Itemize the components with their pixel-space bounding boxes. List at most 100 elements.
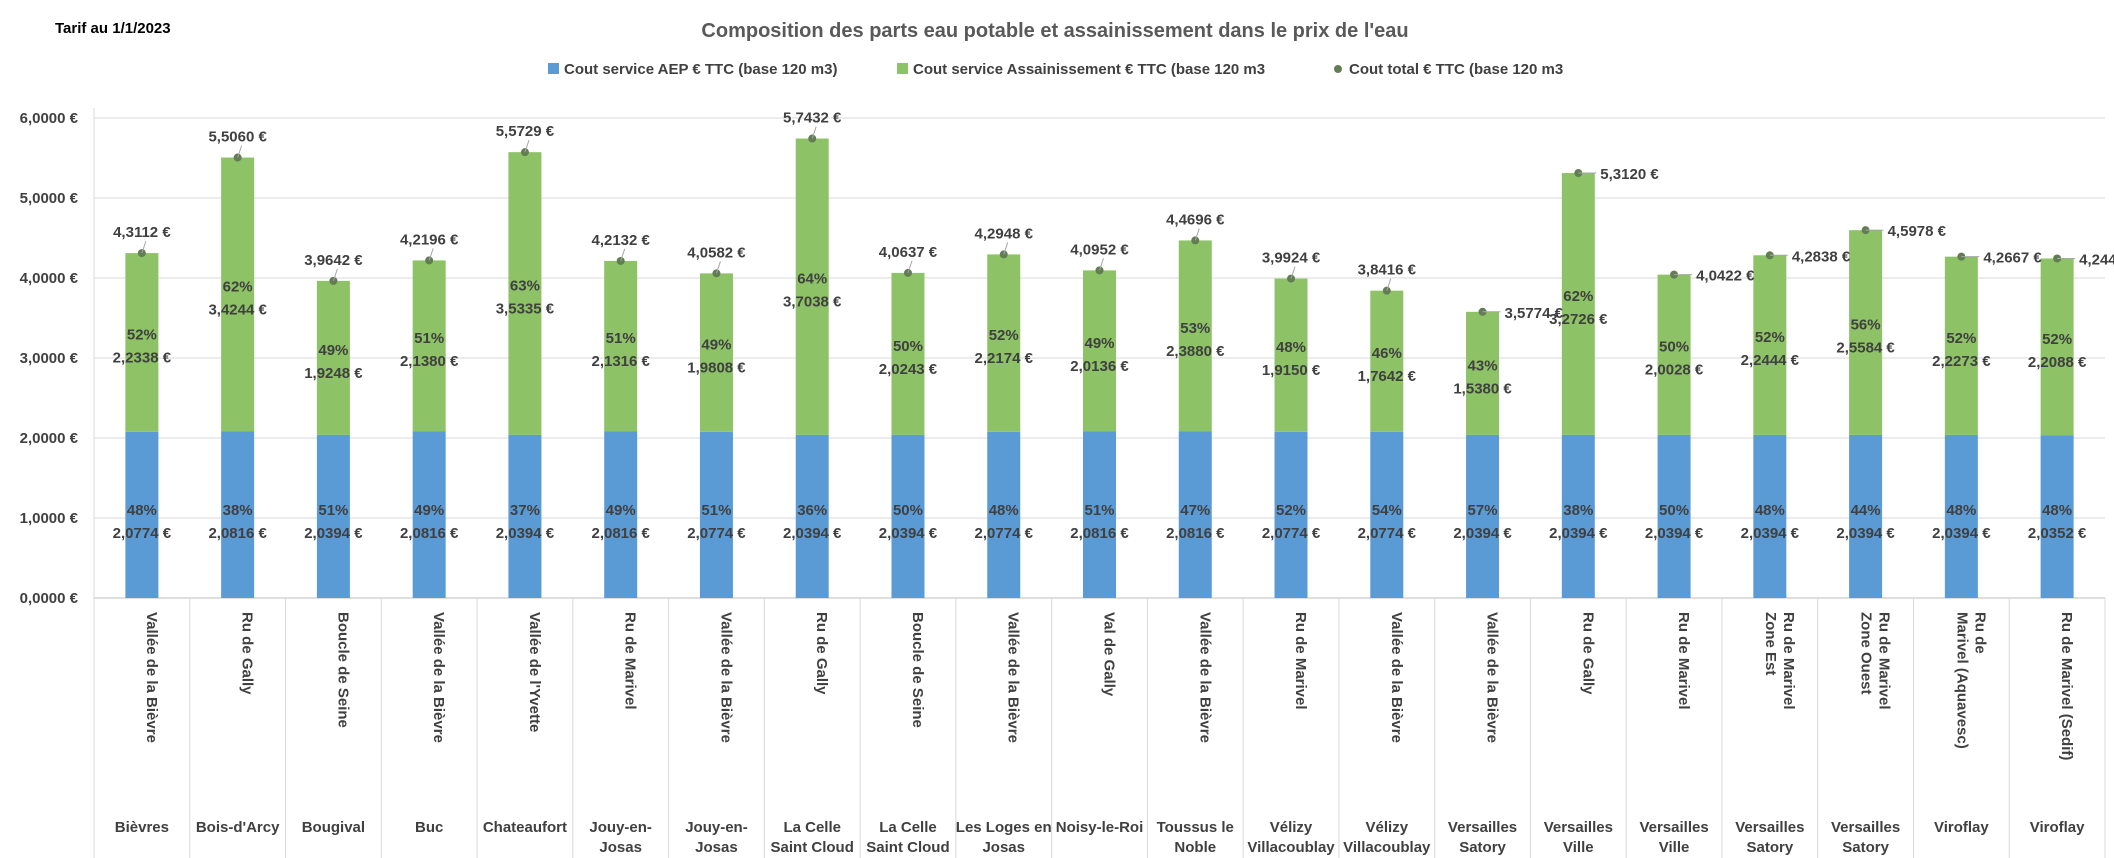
x-commune-label-line: Versailles (1831, 819, 1900, 836)
x-commune-label: Bougival (302, 819, 365, 836)
x-syndicat-label-group: Vallée de la Bièvre (1388, 612, 1405, 743)
aep-percent-label: 50% (893, 502, 923, 519)
x-syndicat-label-group: Vallée de la Bièvre (1196, 612, 1213, 743)
total-leader-line (1386, 278, 1392, 291)
total-value-label: 4,3112 € (113, 224, 171, 241)
total-leader-line (237, 145, 243, 158)
x-syndicat-label-group: Vallée de la Bièvre (143, 612, 160, 743)
assainissement-percent-label: 52% (1946, 330, 1976, 347)
x-syndicat-label: Ru de MarivelZone Ouest (1858, 612, 1893, 710)
total-value-label: 4,4696 € (1166, 211, 1225, 228)
legend-marker-total (1334, 65, 1342, 73)
bar-aep (1944, 434, 1978, 598)
bar-assainissement (2040, 258, 2074, 436)
aep-percent-label: 38% (223, 502, 253, 519)
aep-value-label: 2,0394 € (1836, 525, 1895, 542)
total-leader-line (620, 248, 626, 262)
aep-percent-label: 51% (318, 502, 348, 519)
assainissement-value-label: 2,2174 € (975, 350, 1034, 367)
x-syndicat-label-group: Ru deMarivel (Aquavesc) (1953, 612, 1988, 749)
bar-aep (412, 431, 446, 598)
total-value-label: 4,2838 € (1792, 248, 1851, 265)
x-commune-label: Versailles Ville (1639, 819, 1708, 856)
x-commune-label-line: Saint Cloud (866, 839, 949, 856)
legend-swatch-1 (548, 63, 559, 74)
aep-value-label: 2,0816 € (591, 525, 650, 542)
total-value-label: 4,2667 € (1983, 250, 2042, 267)
x-syndicat-label-group: Boucle de Seine (334, 612, 351, 728)
bar-aep (1849, 434, 1883, 598)
x-commune-label: Bièvres (115, 819, 169, 836)
x-commune-label: Versailles Ville (1544, 819, 1613, 856)
x-commune-label: Vélizy Villacoublay (1343, 819, 1431, 856)
y-tick-label: 3,0000 € (20, 350, 79, 367)
x-syndicat-label: Vallée de la Bièvre (1005, 612, 1022, 743)
x-commune-label: Jouy-en- Josas (685, 819, 748, 856)
bar-assainissement (987, 254, 1021, 432)
total-value-label: 4,0582 € (687, 244, 746, 261)
total-value-label: 4,0637 € (879, 244, 938, 261)
assainissement-value-label: 3,5335 € (496, 301, 555, 318)
bar-assainissement (508, 152, 542, 435)
x-syndicat-label: Ru de Gally (1579, 612, 1596, 695)
x-syndicat-label-group: Ru de MarivelZone Est (1762, 612, 1797, 710)
x-syndicat-label-line: Marivel (Aquavesc) (1953, 612, 1970, 749)
total-leader-line (1290, 266, 1296, 279)
bar-aep (1178, 431, 1212, 598)
aep-value-label: 2,0394 € (496, 525, 555, 542)
y-axis: 0,0000 € 1,0000 € 2,0000 € 3,0000 € 4,0000 €… (20, 110, 79, 607)
x-syndicat-label: Ru de Marivel (Sedif) (2058, 612, 2075, 760)
bar-aep (2040, 435, 2074, 598)
total-value-label: 5,3120 € (1600, 166, 1659, 183)
x-syndicat-label-line: Ru de Marivel (1876, 612, 1893, 710)
total-value-label: 3,9642 € (304, 252, 363, 269)
bar-aep (1753, 434, 1787, 598)
assainissement-value-label: 2,5584 € (1836, 340, 1895, 357)
aep-percent-label: 48% (127, 502, 157, 519)
x-commune-label-line: Les Loges en (956, 819, 1052, 836)
x-commune-label-line: Josas (695, 839, 738, 856)
assainissement-percent-label: 46% (1372, 345, 1402, 362)
x-syndicat-label: Boucle de Seine (334, 612, 351, 728)
x-syndicat-label-group: Vallée de la Bièvre (430, 612, 447, 743)
x-syndicat-label-line: Zone Ouest (1858, 612, 1875, 695)
aep-value-label: 2,0394 € (1741, 525, 1800, 542)
legend-label-3: Cout total € TTC (base 120 m3 (1349, 61, 1563, 78)
x-commune-label: Versailles Satory (1735, 819, 1804, 856)
aep-value-label: 2,0394 € (1453, 525, 1512, 542)
aep-percent-label: 49% (606, 502, 636, 519)
x-syndicat-label-group: Ru de Gally (1579, 612, 1596, 695)
aep-percent-label: 51% (701, 502, 731, 519)
total-value-label: 5,7432 € (783, 110, 842, 127)
total-value-label: 3,9924 € (1262, 250, 1321, 267)
assainissement-value-label: 2,2338 € (113, 349, 172, 366)
x-syndicat-label: Vallée de la Bièvre (1388, 612, 1405, 743)
assainissement-percent-label: 48% (1276, 339, 1306, 356)
x-commune-label-line: La Celle (783, 819, 841, 836)
x-commune-label-line: Villacoublay (1247, 839, 1335, 856)
x-commune-label: Viroflay (1934, 819, 1989, 836)
y-tick-label: 6,0000 € (20, 110, 79, 127)
aep-value-label: 2,0816 € (1070, 525, 1129, 542)
assainissement-value-label: 2,0136 € (1070, 358, 1129, 375)
x-commune-label-line: Jouy-en- (685, 819, 748, 836)
x-syndicat-label-group: Val de Gally (1101, 612, 1118, 697)
legend-swatch-2 (897, 63, 908, 74)
assainissement-value-label: 1,5380 € (1453, 380, 1512, 397)
total-leader-line (1003, 242, 1009, 255)
assainissement-percent-label: 52% (1755, 329, 1785, 346)
total-value-label: 4,2196 € (400, 231, 459, 248)
assainissement-percent-label: 63% (510, 278, 540, 295)
x-commune-label-line: Noble (1174, 839, 1216, 856)
x-syndicat-label-group: Vallée de la Bièvre (1484, 612, 1501, 743)
aep-percent-label: 48% (1755, 502, 1785, 519)
bar-aep (508, 434, 542, 598)
aep-value-label: 2,0774 € (975, 525, 1034, 542)
x-syndicat-label: Vallée de la Bièvre (430, 612, 447, 743)
bar-aep (891, 434, 925, 598)
assainissement-percent-label: 52% (2042, 331, 2072, 348)
aep-value-label: 2,0774 € (113, 525, 172, 542)
x-syndicat-label-group: Ru de Marivel (622, 612, 639, 710)
x-commune-label: Chateaufort (483, 819, 567, 836)
